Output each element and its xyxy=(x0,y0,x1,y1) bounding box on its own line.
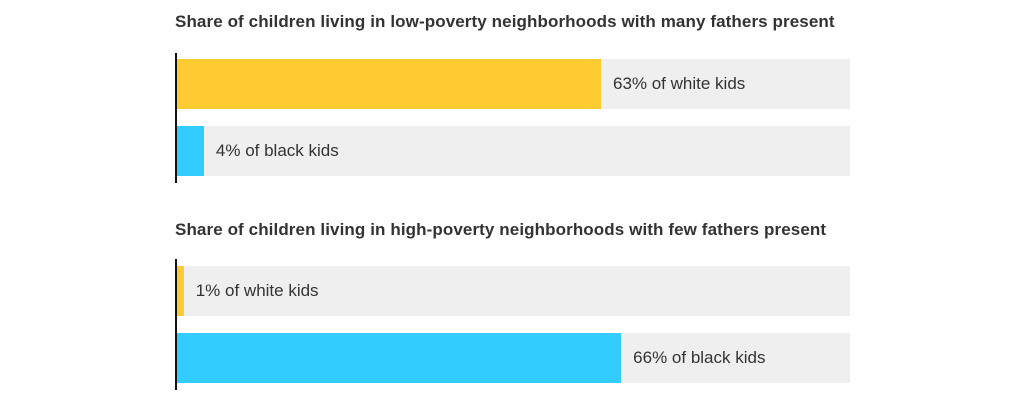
bar-row-black-kids: 4% of black kids xyxy=(177,126,850,176)
chart-title: Share of children living in high-poverty… xyxy=(175,220,827,239)
axis-line xyxy=(175,259,177,390)
bar-black-kids xyxy=(177,126,204,176)
data-label-white-kids: 1% of white kids xyxy=(195,281,319,300)
bar-white-kids xyxy=(177,59,601,109)
axis-line xyxy=(175,53,177,183)
chart-title: Share of children living in low-poverty … xyxy=(175,12,835,31)
bar-black-kids xyxy=(177,333,622,383)
data-label-black-kids: 66% of black kids xyxy=(633,348,766,367)
bar-row-white-kids: 1% of white kids xyxy=(177,266,850,316)
bar-white-kids xyxy=(177,266,184,316)
data-label-white-kids: 63% of white kids xyxy=(612,74,746,93)
bar-row-white-kids: 63% of white kids xyxy=(177,59,850,109)
data-label-black-kids: 4% of black kids xyxy=(215,141,339,160)
bar-row-black-kids: 66% of black kids xyxy=(177,333,850,383)
bar-track xyxy=(177,126,850,176)
bar-track xyxy=(177,266,850,316)
